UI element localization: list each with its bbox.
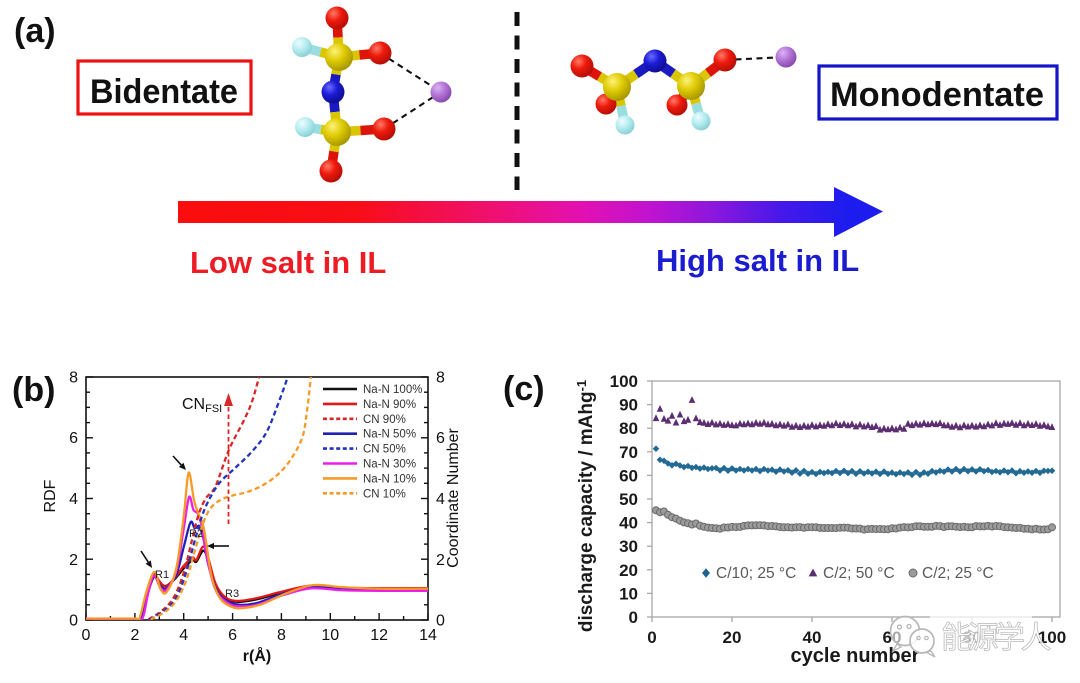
svg-text:8: 8 [277,627,286,644]
svg-text:Coordinate Number: Coordinate Number [445,428,462,568]
svg-text:8: 8 [436,370,445,387]
svg-text:4: 4 [436,491,445,508]
svg-text:2: 2 [69,552,78,569]
svg-text:40: 40 [619,514,638,533]
svg-text:CN 10%: CN 10% [363,488,406,500]
svg-text:14: 14 [419,627,437,644]
svg-text:Na-N 90%: Na-N 90% [363,399,416,411]
svg-text:cycle number: cycle number [791,645,920,667]
svg-text:Monodentate: Monodentate [830,76,1044,114]
svg-text:100: 100 [1038,628,1066,647]
svg-text:40: 40 [803,628,822,647]
svg-text:30: 30 [619,537,638,556]
svg-text:50: 50 [619,490,638,509]
svg-text:R1: R1 [155,569,169,581]
svg-text:C/2; 50 °C: C/2; 50 °C [823,565,895,582]
svg-text:R2: R2 [189,528,203,540]
svg-text:8: 8 [69,370,78,387]
svg-text:CN 90%: CN 90% [363,414,406,426]
svg-text:6: 6 [228,627,237,644]
svg-text:Low salt in IL: Low salt in IL [190,245,386,280]
svg-text:(c): (c) [503,370,545,408]
svg-text:Na-N 50%: Na-N 50% [363,429,416,441]
svg-text:C/2; 25 °C: C/2; 25 °C [922,565,994,582]
svg-text:Na-N 30%: Na-N 30% [363,459,416,471]
svg-text:0: 0 [69,613,78,630]
svg-text:100: 100 [610,372,638,391]
svg-text:(b): (b) [12,371,55,409]
svg-text:12: 12 [370,627,388,644]
svg-text:Na-N 10%: Na-N 10% [363,473,416,485]
svg-text:2: 2 [130,627,139,644]
svg-text:r(Å): r(Å) [243,646,271,665]
svg-text:4: 4 [69,491,78,508]
svg-text:0: 0 [82,627,91,644]
svg-text:60: 60 [619,466,638,485]
svg-text:10: 10 [321,627,339,644]
svg-text:CN 50%: CN 50% [363,444,406,456]
svg-text:Na-N 100%: Na-N 100% [363,384,422,396]
svg-text:Bidentate: Bidentate [90,73,238,111]
svg-text:0: 0 [436,613,445,630]
svg-text:High salt in IL: High salt in IL [656,243,859,278]
svg-text:70: 70 [619,443,638,462]
svg-text:90: 90 [619,396,638,415]
svg-text:80: 80 [619,419,638,438]
svg-text:20: 20 [723,628,742,647]
svg-text:0: 0 [629,608,638,627]
svg-text:20: 20 [619,561,638,580]
svg-text:RDF: RDF [42,479,59,512]
svg-text:C/10; 25 °C: C/10; 25 °C [716,565,796,582]
svg-text:10: 10 [619,584,638,603]
svg-text:(a): (a) [14,12,56,50]
svg-text:2: 2 [436,552,445,569]
svg-text:discharge capacity / mAhg-1: discharge capacity / mAhg-1 [574,380,597,632]
svg-text:R3: R3 [225,588,239,600]
svg-text:4: 4 [179,627,188,644]
svg-text:6: 6 [69,430,78,447]
svg-text:6: 6 [436,430,445,447]
svg-text:0: 0 [647,628,656,647]
